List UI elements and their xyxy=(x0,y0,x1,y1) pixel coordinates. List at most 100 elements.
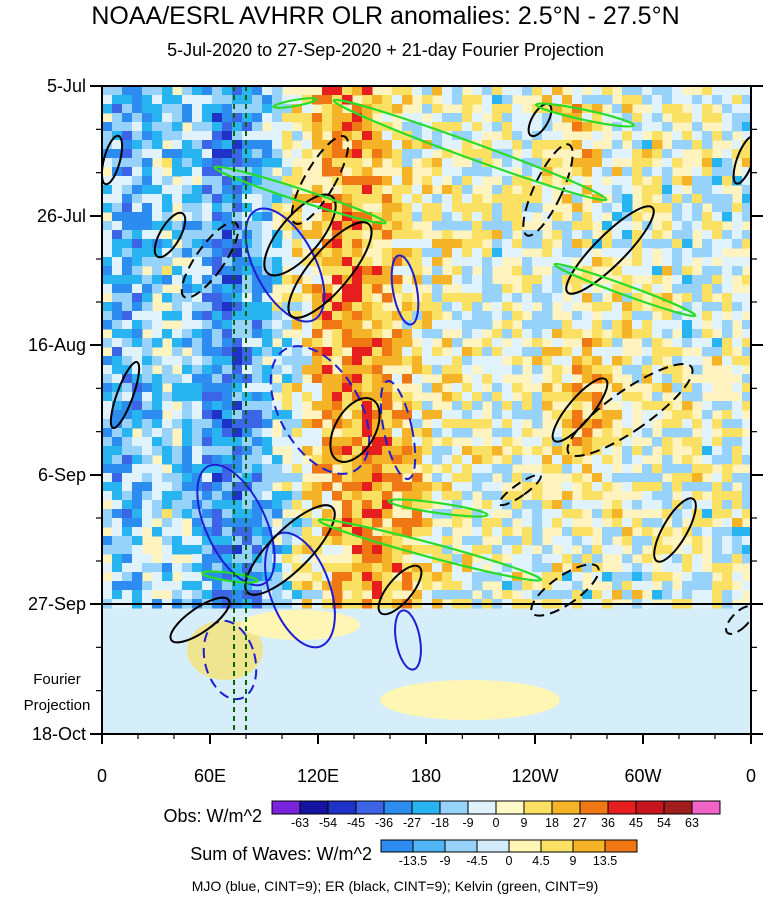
y-axis: 5-Jul 26-Jul 16-Aug 6-Sep 27-Sep 18-Oct xyxy=(28,76,763,744)
colorbar-tick-label: 0 xyxy=(506,854,513,868)
kelvin-contour xyxy=(387,498,489,518)
er-contour xyxy=(263,193,337,277)
colorbar-tick-label: 9 xyxy=(570,854,577,868)
er-contour xyxy=(551,377,609,443)
colorbar-tick-label: -9 xyxy=(439,854,450,868)
x-tick-label: 60E xyxy=(194,766,226,786)
colorbar-tick-label: -18 xyxy=(431,816,449,830)
colorbar-swatch xyxy=(495,800,525,815)
kelvin-contour xyxy=(317,518,543,582)
colorbar-swatch xyxy=(412,839,446,853)
x-tick-label: 120W xyxy=(511,766,558,786)
colorbar-tick-label: 36 xyxy=(601,816,615,830)
er-contour xyxy=(102,134,124,186)
x-tick-label: 60W xyxy=(624,766,661,786)
colorbar-swatch xyxy=(271,800,301,815)
mjo-contour xyxy=(379,380,417,480)
olr-anomaly-field xyxy=(102,86,751,734)
er-contour xyxy=(530,563,600,617)
mjo-contour xyxy=(196,463,276,587)
colorbar-swatch xyxy=(299,800,329,815)
colorbar-tick-label: -13.5 xyxy=(399,854,428,868)
colorbar-tick-label: 54 xyxy=(657,816,671,830)
mjo-contour xyxy=(202,619,258,701)
colorbar-swatch xyxy=(439,800,469,815)
x-tick-label: 0 xyxy=(746,766,756,786)
colorbar-swatch xyxy=(607,800,637,815)
er-contour xyxy=(566,362,694,458)
colorbar-swatch xyxy=(508,839,542,853)
y-tick-label: 5-Jul xyxy=(47,76,86,96)
chart-title: NOAA/ESRL AVHRR OLR anomalies: 2.5°N - 2… xyxy=(91,2,680,30)
mjo-contour xyxy=(390,254,420,326)
er-contour xyxy=(329,397,381,463)
kelvin-contour xyxy=(213,165,387,225)
colorbar-tick-label: -45 xyxy=(347,816,365,830)
colorbar-tick-label: 0 xyxy=(493,816,500,830)
colorbar-tick-label: -54 xyxy=(319,816,337,830)
er-contour xyxy=(153,211,187,259)
x-tick-label: 0 xyxy=(97,766,107,786)
colorbar-swatch xyxy=(635,800,665,815)
colorbar-tick-label: 27 xyxy=(573,816,587,830)
colorbar-swatch xyxy=(411,800,441,815)
x-tick-label: 120E xyxy=(297,766,339,786)
obs-colorbar-label: Obs: W/m^2 xyxy=(164,806,262,826)
colorbar-tick-label: 18 xyxy=(545,816,559,830)
colorbar-tick-label: -9 xyxy=(462,816,473,830)
colorbar-swatch xyxy=(383,800,413,815)
kelvin-contour xyxy=(553,262,697,318)
colorbar-tick-label: 4.5 xyxy=(532,854,549,868)
colorbar-tick-label: 13.5 xyxy=(593,854,617,868)
er-contour xyxy=(244,504,336,596)
x-tick-label: 180 xyxy=(411,766,441,786)
er-contour xyxy=(565,205,655,295)
y-tick-label: 6-Sep xyxy=(38,465,86,485)
er-contour xyxy=(109,360,141,430)
kelvin-contour xyxy=(332,98,608,202)
er-contour xyxy=(732,135,751,185)
colorbar-swatch xyxy=(467,800,497,815)
projection-label-line2: Projection xyxy=(24,697,91,714)
waves-colorbar-label: Sum of Waves: W/m^2 xyxy=(190,844,372,864)
er-contour xyxy=(377,564,423,616)
kelvin-contour xyxy=(201,570,259,584)
colorbar-tick-label: 45 xyxy=(629,816,643,830)
colorbar-swatch xyxy=(551,800,581,815)
er-contour xyxy=(725,605,751,635)
er-contour xyxy=(522,143,574,237)
chart-subtitle: 5-Jul-2020 to 27-Sep-2020 + 21-day Fouri… xyxy=(167,40,604,60)
colorbar-swatch xyxy=(579,800,609,815)
colorbar-swatch xyxy=(355,800,385,815)
er-contour xyxy=(169,596,231,644)
y-tick-label: 26-Jul xyxy=(37,206,86,226)
colorbar-tick-label: -63 xyxy=(291,816,309,830)
projection-label-line1: Fourier xyxy=(33,671,81,688)
colorbar-swatch xyxy=(327,800,357,815)
y-tick-label: 16-Aug xyxy=(28,335,86,355)
y-tick-label: 27-Sep xyxy=(28,594,86,614)
colorbar-swatch xyxy=(663,800,693,815)
kelvin-contour xyxy=(534,102,636,128)
er-contour xyxy=(290,135,350,225)
colorbar-swatch xyxy=(380,839,414,853)
x-axis: 0 60E 120E 180 120W 60W 0 xyxy=(97,734,756,786)
er-contour xyxy=(180,221,240,299)
colorbar-tick-label: -27 xyxy=(403,816,421,830)
colorbar-swatch xyxy=(540,839,574,853)
er-contour xyxy=(287,221,373,319)
er-contour xyxy=(653,497,697,563)
colorbar-swatch xyxy=(523,800,553,815)
colorbar-swatch xyxy=(572,839,606,853)
colorbar-tick-label: 63 xyxy=(685,816,699,830)
wave-legend: MJO (blue, CINT=9); ER (black, CINT=9); … xyxy=(192,878,599,894)
colorbar-swatch xyxy=(604,839,638,853)
colorbar-tick-label: 9 xyxy=(521,816,528,830)
colorbar-swatch xyxy=(476,839,510,853)
kelvin-contour xyxy=(272,97,318,109)
mjo-contour xyxy=(394,609,422,671)
y-tick-label: 18-Oct xyxy=(32,724,86,744)
mjo-contour xyxy=(269,345,371,475)
colorbar-tick-label: -36 xyxy=(375,816,393,830)
